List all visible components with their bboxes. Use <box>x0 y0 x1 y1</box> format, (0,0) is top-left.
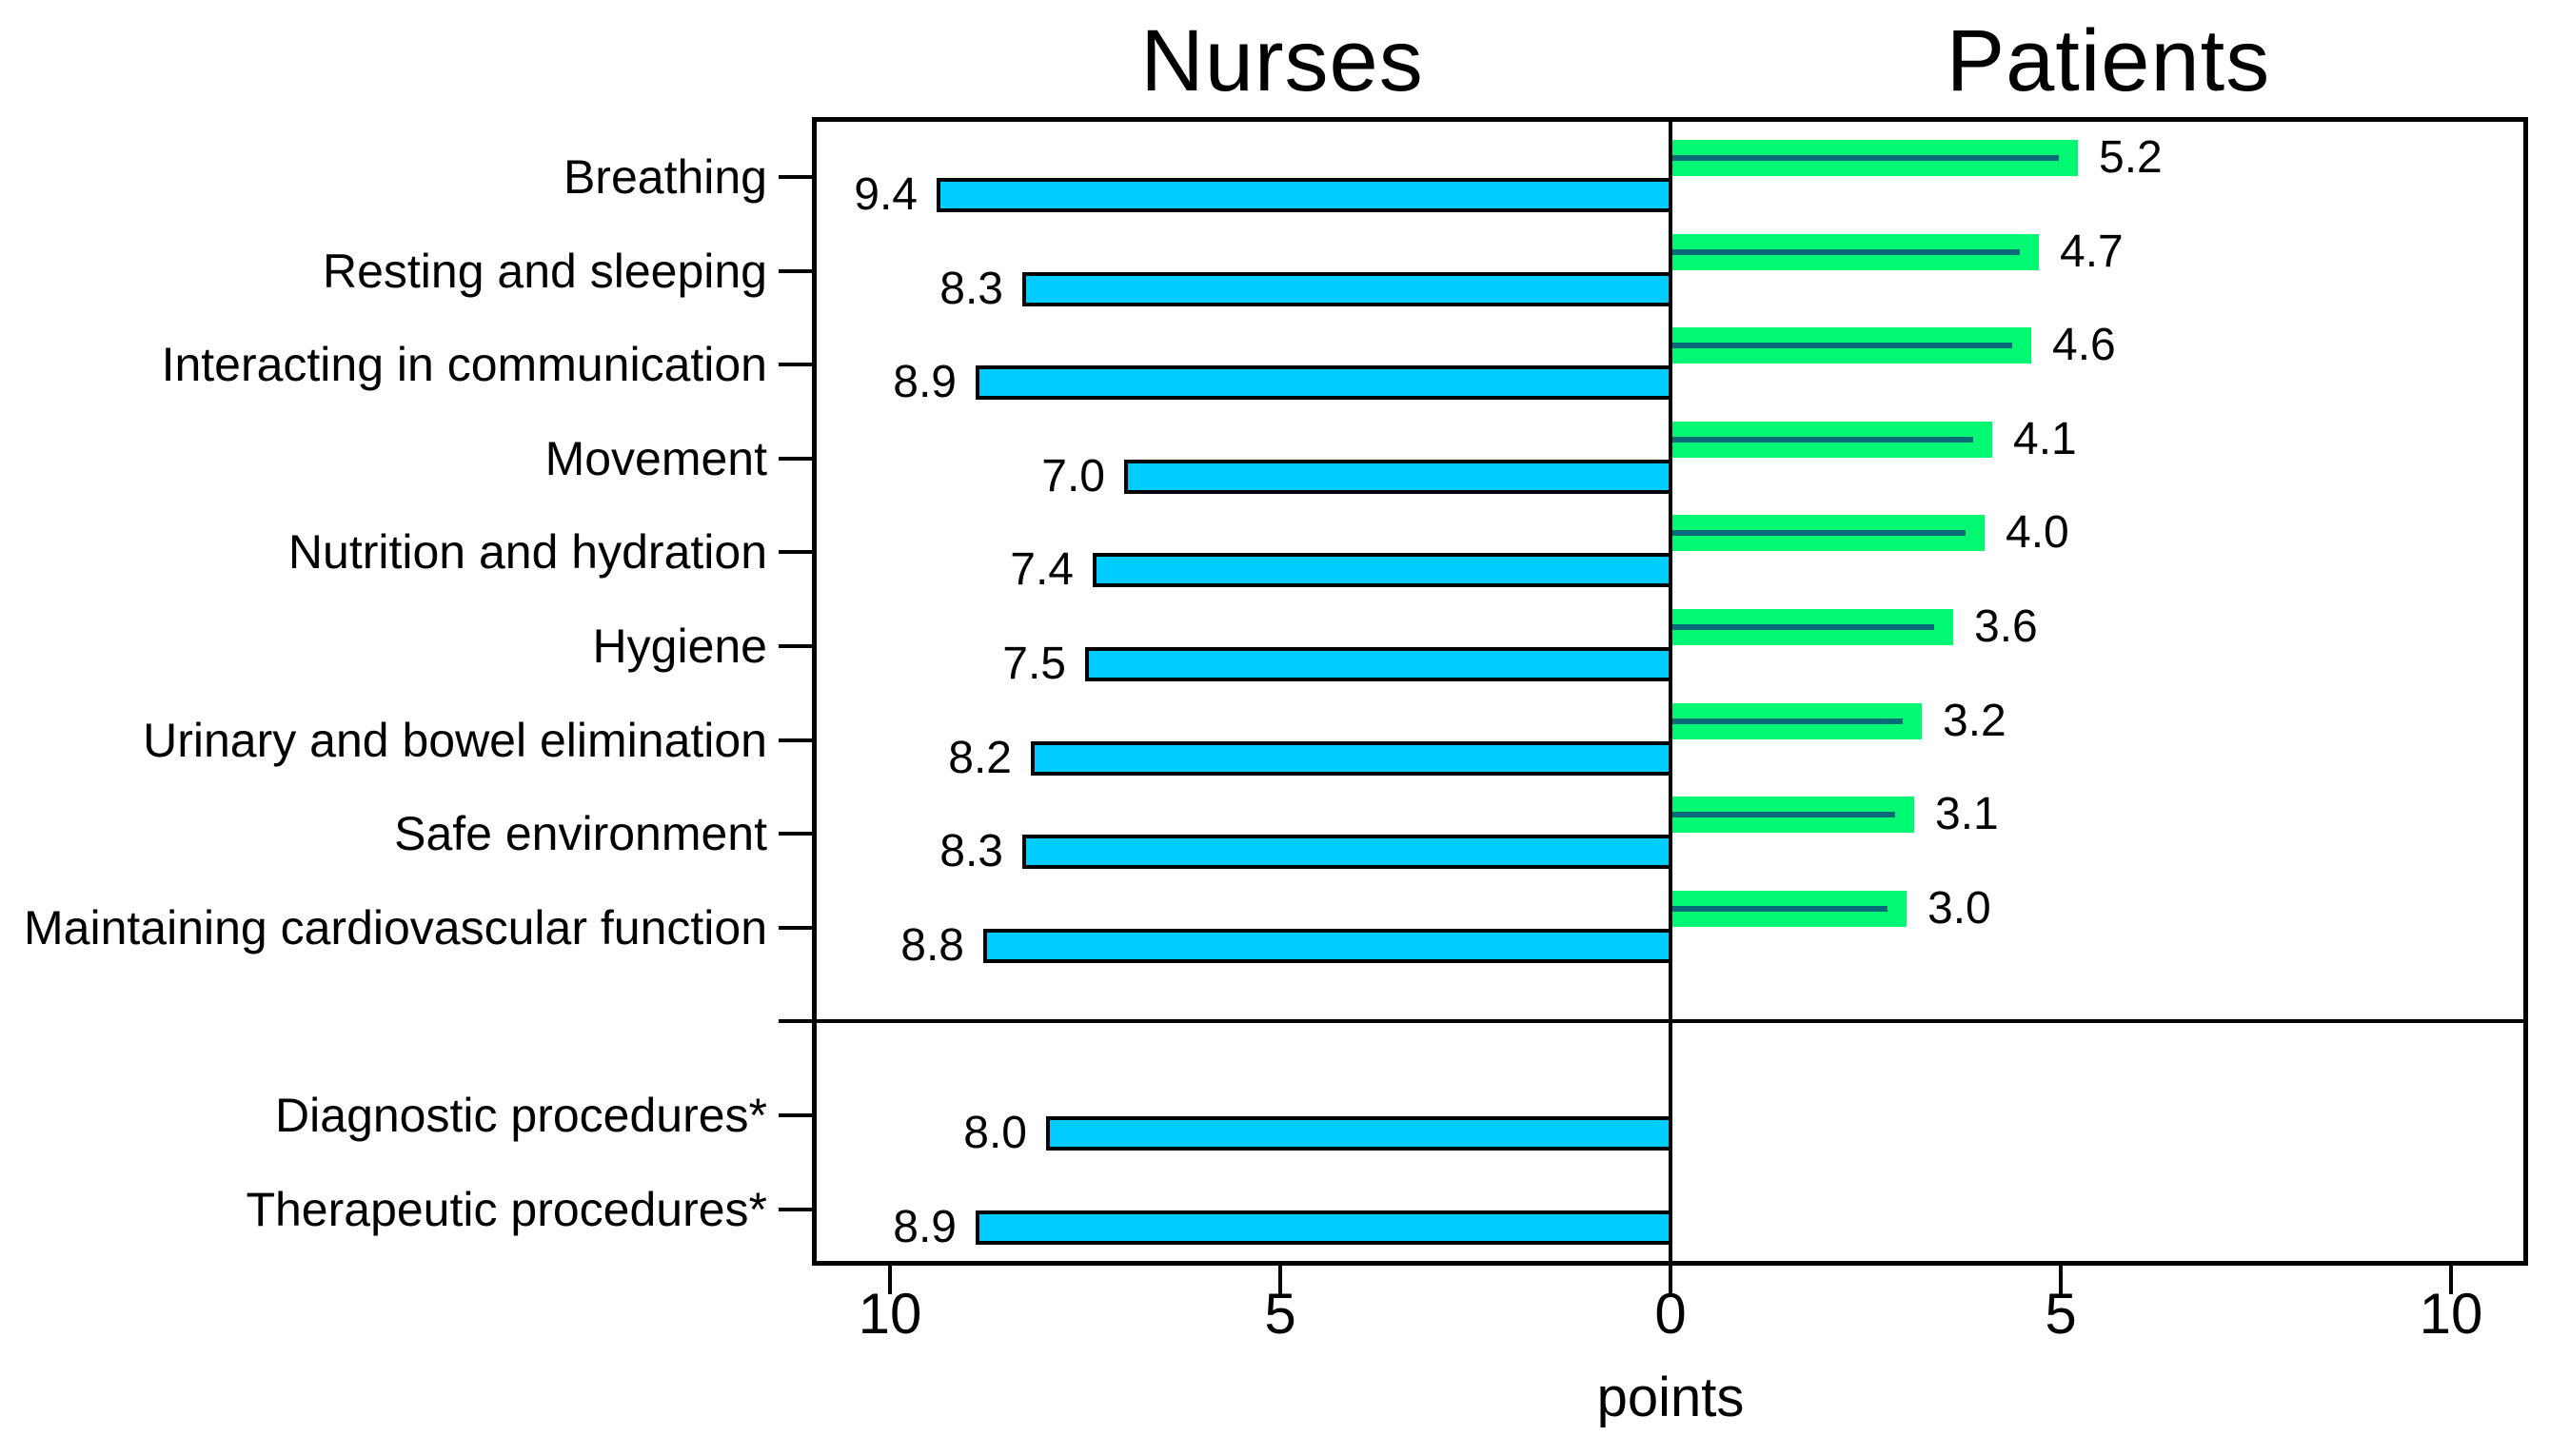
category-tick <box>779 1207 812 1211</box>
nurses-bar <box>1085 647 1672 681</box>
nurses-bar <box>1031 740 1672 776</box>
nurses-value-label: 8.2 <box>948 732 1012 783</box>
patients-value-label: 4.0 <box>2006 507 2069 559</box>
nurses-value-label: 8.3 <box>939 263 1003 314</box>
patients-value-label: 3.0 <box>1927 882 1991 934</box>
nurses-bar <box>937 178 1672 212</box>
patients-bar-inner-line <box>1672 530 1966 537</box>
category-label: Maintaining cardiovascular function <box>24 900 767 954</box>
category-tick <box>779 832 812 836</box>
axis-tick <box>1278 1264 1282 1294</box>
patients-value-label: 3.2 <box>1943 695 2006 746</box>
category-tick <box>779 738 812 742</box>
nurses-value-label: 8.0 <box>963 1108 1027 1158</box>
patients-value-label: 4.1 <box>2013 413 2077 464</box>
category-tick <box>779 268 812 273</box>
nurses-value-label: 7.4 <box>1010 544 1074 596</box>
nurses-value-label: 8.8 <box>900 919 964 971</box>
nurses-bar <box>1124 459 1672 494</box>
nurses-bar <box>976 365 1672 401</box>
category-label: Breathing <box>563 150 767 204</box>
patients-value-label: 3.6 <box>1974 601 2038 652</box>
category-tick <box>779 456 812 461</box>
category-label: Diagnostic procedures* <box>275 1089 767 1142</box>
axis-tick <box>1669 1264 1672 1294</box>
center-axis-line <box>1669 117 1672 1266</box>
axis-tick-label: 10 <box>858 1282 922 1346</box>
axis-tick <box>2059 1264 2063 1294</box>
category-label: Therapeutic procedures* <box>246 1182 767 1236</box>
axis-tick <box>888 1264 892 1294</box>
category-label: Movement <box>544 431 767 485</box>
patients-bar-inner-line <box>1672 248 2020 255</box>
panel-title-patients: Patients <box>1946 12 2271 109</box>
axis-tick-label: 0 <box>1654 1282 1687 1346</box>
category-tick <box>779 175 812 179</box>
nurses-value-label: 8.3 <box>939 826 1003 877</box>
nurses-value-label: 9.4 <box>854 169 918 220</box>
patients-value-label: 5.2 <box>2099 132 2163 183</box>
category-label: Interacting in communication <box>161 338 767 392</box>
patients-bar-inner-line <box>1672 624 1934 630</box>
nurses-bar <box>1093 553 1672 588</box>
patients-value-label: 4.6 <box>2052 320 2116 371</box>
patients-bar-inner-line <box>1672 343 2012 349</box>
category-label: Safe environment <box>394 807 767 861</box>
patients-value-label: 4.7 <box>2060 226 2124 277</box>
nurses-bar <box>983 928 1672 963</box>
category-label: Resting and sleeping <box>323 244 767 298</box>
axis-tick-label: 5 <box>1264 1282 1296 1346</box>
nurses-bar <box>1022 835 1672 870</box>
patients-bar-inner-line <box>1672 155 2059 161</box>
category-label: Urinary and bowel elimination <box>143 713 767 767</box>
category-label: Hygiene <box>592 620 767 673</box>
nurses-bar <box>976 1210 1672 1245</box>
x-axis-label: points <box>1596 1367 1745 1428</box>
nurses-value-label: 7.5 <box>1002 639 1066 689</box>
category-tick <box>779 644 812 648</box>
patients-bar-inner-line <box>1672 718 1903 724</box>
section-separator-line <box>779 1019 2528 1024</box>
patients-bar-inner-line <box>1672 812 1895 818</box>
nurses-bar <box>1046 1116 1672 1151</box>
nurses-value-label: 8.9 <box>893 1201 957 1252</box>
category-tick <box>779 925 812 930</box>
category-tick <box>779 363 812 367</box>
category-tick <box>779 1113 812 1117</box>
category-tick <box>779 550 812 555</box>
axis-tick-label: 10 <box>2419 1282 2483 1346</box>
nurses-value-label: 7.0 <box>1041 450 1105 502</box>
patients-value-label: 3.1 <box>1935 789 1999 840</box>
nurses-bar <box>1022 271 1672 306</box>
axis-tick <box>2449 1264 2453 1294</box>
category-label: Nutrition and hydration <box>287 525 767 580</box>
patients-bar-inner-line <box>1672 436 1973 443</box>
panel-title-nurses: Nurses <box>1140 12 1424 109</box>
patients-bar-inner-line <box>1672 905 1888 912</box>
nurses-value-label: 8.9 <box>893 357 957 408</box>
axis-tick-label: 5 <box>2045 1282 2077 1346</box>
